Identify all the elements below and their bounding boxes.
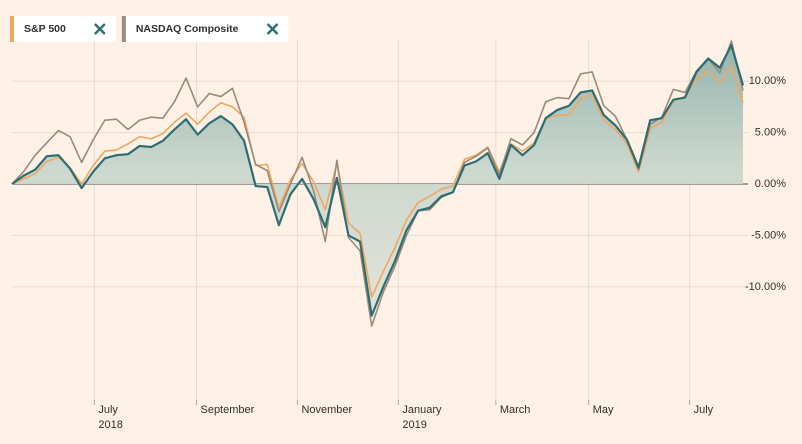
remove-icon[interactable] <box>93 23 106 35</box>
y-tick-label: 0.00% <box>755 178 786 190</box>
x-tick-label: May <box>593 404 614 416</box>
remove-button[interactable] <box>93 23 106 35</box>
line <box>11 40 744 327</box>
line <box>11 44 745 317</box>
x-tick-label: January <box>402 404 442 416</box>
y-tick-label: -10.00% <box>745 281 786 293</box>
x-tick-label: November <box>301 404 352 416</box>
legend-item: NASDAQ Composite <box>121 16 289 42</box>
legend-item: S&P 500 <box>10 16 116 42</box>
remove-button[interactable] <box>266 23 279 35</box>
x-tick-label: September <box>200 404 254 416</box>
y-tick-label: 5.00% <box>755 126 786 138</box>
legend-swatch <box>10 16 14 42</box>
y-tick-label: 10.00% <box>749 75 787 87</box>
legend: S&P 500 NASDAQ Composite <box>10 16 289 42</box>
x-tick-label: 2018 <box>98 419 122 431</box>
x-tick-label: 2019 <box>402 419 426 431</box>
x-tick-label: July <box>694 404 714 416</box>
legend-box <box>121 16 289 42</box>
remove-icon[interactable] <box>266 23 279 35</box>
area <box>12 45 743 316</box>
legend-swatch <box>121 16 126 42</box>
x-tick-label: March <box>500 404 531 416</box>
plot <box>11 40 745 327</box>
legend-label: S&P 500 <box>24 23 66 35</box>
y-tick-label: -5.00% <box>751 229 786 241</box>
x-tick-label: July <box>98 404 118 416</box>
line <box>11 64 744 298</box>
legend-label: NASDAQ Composite <box>136 23 239 35</box>
